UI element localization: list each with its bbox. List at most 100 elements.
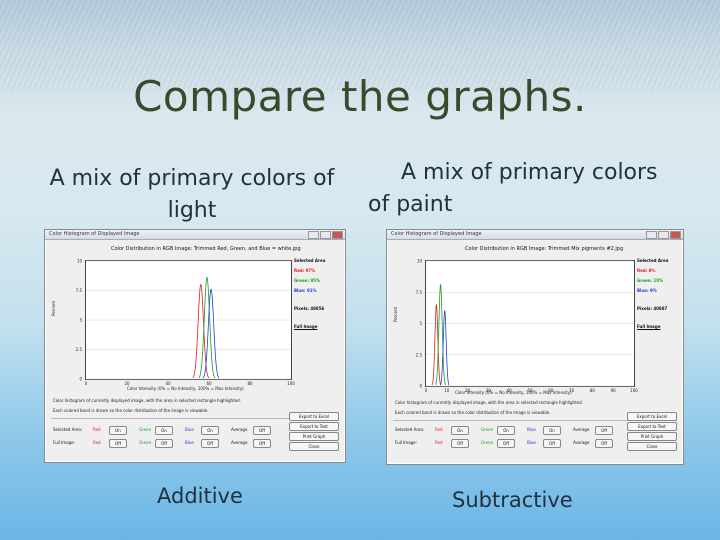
toggle-button[interactable]: Off <box>497 439 515 448</box>
side-button[interactable]: Export to Excel <box>289 412 339 421</box>
info-line-2: Each colored band is drawn so the color … <box>395 410 551 415</box>
channel-label: Blue <box>185 427 194 432</box>
x-tick-label: 100 <box>287 381 295 386</box>
channel-label: Red <box>93 427 101 432</box>
x-tick-label: 80 <box>590 388 596 393</box>
x-axis-label: Color Intensity (0% = No Intensity, 100%… <box>127 386 244 391</box>
toggle-button[interactable]: Off <box>451 439 469 448</box>
toggle-button[interactable]: Off <box>595 439 613 448</box>
x-tick-label: 0 <box>85 381 88 386</box>
blue-histogram-curve <box>439 309 450 386</box>
maximize-button[interactable] <box>658 231 669 239</box>
side-button[interactable]: Export to Text <box>289 422 339 431</box>
window-titlebar: Color Histogram of Displayed Image <box>45 230 345 240</box>
control-row-label: Selected Area: <box>395 427 425 432</box>
legend-red: Red: 97% <box>294 268 316 273</box>
x-tick-label: 10 <box>444 388 450 393</box>
close-window-button[interactable] <box>670 231 681 239</box>
green-histogram-curve <box>435 283 446 386</box>
x-tick-label: 0 <box>425 388 428 393</box>
toggle-button[interactable]: Off <box>253 426 271 435</box>
histogram-svg: 10 7.5 5 2.5 00 20 40 60 80 100 <box>76 259 296 387</box>
window-title: Color Histogram of Displayed Image <box>49 231 140 237</box>
legend-blue: Blue: 9% <box>637 288 657 293</box>
toggle-button[interactable]: On <box>155 426 173 435</box>
x-tick-label: 40 <box>165 381 171 386</box>
toggle-button[interactable]: On <box>109 426 127 435</box>
toggle-button[interactable]: Off <box>595 426 613 435</box>
minimize-button[interactable] <box>308 231 319 239</box>
x-tick-label: 70 <box>569 388 575 393</box>
channel-label: Red <box>435 427 443 432</box>
maximize-button[interactable] <box>320 231 331 239</box>
toggle-button[interactable]: On <box>201 426 219 435</box>
x-tick-label: 40 <box>507 388 513 393</box>
toggle-button[interactable]: Off <box>109 439 127 448</box>
full-image-label: Full Image <box>637 324 661 329</box>
left-caption: A mix of primary colors of light <box>49 166 335 223</box>
pixel-count: Pixels: 49856 <box>294 306 325 311</box>
histogram-svg: 10 7.5 5 2.5 00 10 20 30 40 50 60 70 80 90 100 <box>416 259 639 394</box>
toggle-button[interactable]: On <box>543 426 561 435</box>
channel-label: Red <box>93 440 101 445</box>
minimize-button[interactable] <box>646 231 657 239</box>
toggle-button[interactable]: On <box>497 426 515 435</box>
info-line-1: Color histogram of currently displayed i… <box>53 398 241 403</box>
channel-label: Green <box>139 440 152 445</box>
x-axis-label: Color Intensity (0% = No Intensity, 100%… <box>455 390 572 395</box>
channel-label: Blue <box>185 440 194 445</box>
x-tick-label: 60 <box>548 388 554 393</box>
close-window-button[interactable] <box>332 231 343 239</box>
side-button[interactable]: Export to Excel <box>627 412 677 421</box>
window-titlebar: Color Histogram of Displayed Image <box>387 230 683 240</box>
y-tick-label: 0 <box>419 384 422 389</box>
channel-label: Green <box>481 440 494 445</box>
control-row-label: Full Image: <box>53 440 75 445</box>
side-button[interactable]: Print Graph <box>289 432 339 441</box>
channel-label: Blue <box>527 427 536 432</box>
chart-title: Color Distribution in RGB Image: Trimmed… <box>465 246 624 252</box>
channel-label: Blue <box>527 440 536 445</box>
info-line-1: Color histogram of currently displayed i… <box>395 400 583 405</box>
right-caption: A mix of primary colors of paint <box>368 160 658 217</box>
side-button[interactable]: Close <box>627 442 677 451</box>
x-tick-label: 30 <box>486 388 492 393</box>
channel-label: Average <box>573 440 590 445</box>
x-tick-label: 90 <box>611 388 617 393</box>
toggle-button[interactable]: Off <box>253 439 271 448</box>
channel-label: Green <box>481 427 494 432</box>
side-button[interactable]: Close <box>289 442 339 451</box>
full-image-label: Full Image <box>294 324 318 329</box>
x-tick-label: 20 <box>465 388 471 393</box>
toggle-button[interactable]: Off <box>201 439 219 448</box>
y-tick-label: 10 <box>77 259 83 264</box>
x-tick-label: 80 <box>247 381 253 386</box>
channel-label: Average <box>573 427 590 432</box>
y-tick-label: 7.5 <box>416 290 423 295</box>
legend-green: Green: 10% <box>637 278 664 283</box>
y-tick-label: 10 <box>417 259 423 264</box>
y-tick-label: 2.5 <box>76 347 83 352</box>
y-tick-label: 0 <box>79 377 82 382</box>
x-tick-label: 20 <box>124 381 130 386</box>
toggle-button[interactable]: On <box>451 426 469 435</box>
window-title: Color Histogram of Displayed Image <box>391 231 482 237</box>
toggle-button[interactable]: Off <box>155 439 173 448</box>
legend-blue: Blue: 91% <box>294 288 317 293</box>
separator <box>393 420 677 421</box>
x-tick-label: 50 <box>527 388 533 393</box>
channel-label: Green <box>139 427 152 432</box>
channel-label: Average <box>231 427 248 432</box>
header-stripes <box>0 0 720 90</box>
channel-label: Red <box>435 440 443 445</box>
side-button[interactable]: Export to Text <box>627 422 677 431</box>
y-tick-label: 2.5 <box>416 352 423 357</box>
toggle-button[interactable]: Off <box>543 439 561 448</box>
slide-title: Compare the graphs. <box>133 72 587 121</box>
y-tick-label: 7.5 <box>76 288 83 293</box>
blue-histogram-curve <box>202 288 220 379</box>
side-button[interactable]: Print Graph <box>627 432 677 441</box>
pixel-count: Pixels: 40887 <box>637 306 668 311</box>
subtractive-label: Subtractive <box>452 488 573 512</box>
y-tick-label: 5 <box>79 318 82 323</box>
